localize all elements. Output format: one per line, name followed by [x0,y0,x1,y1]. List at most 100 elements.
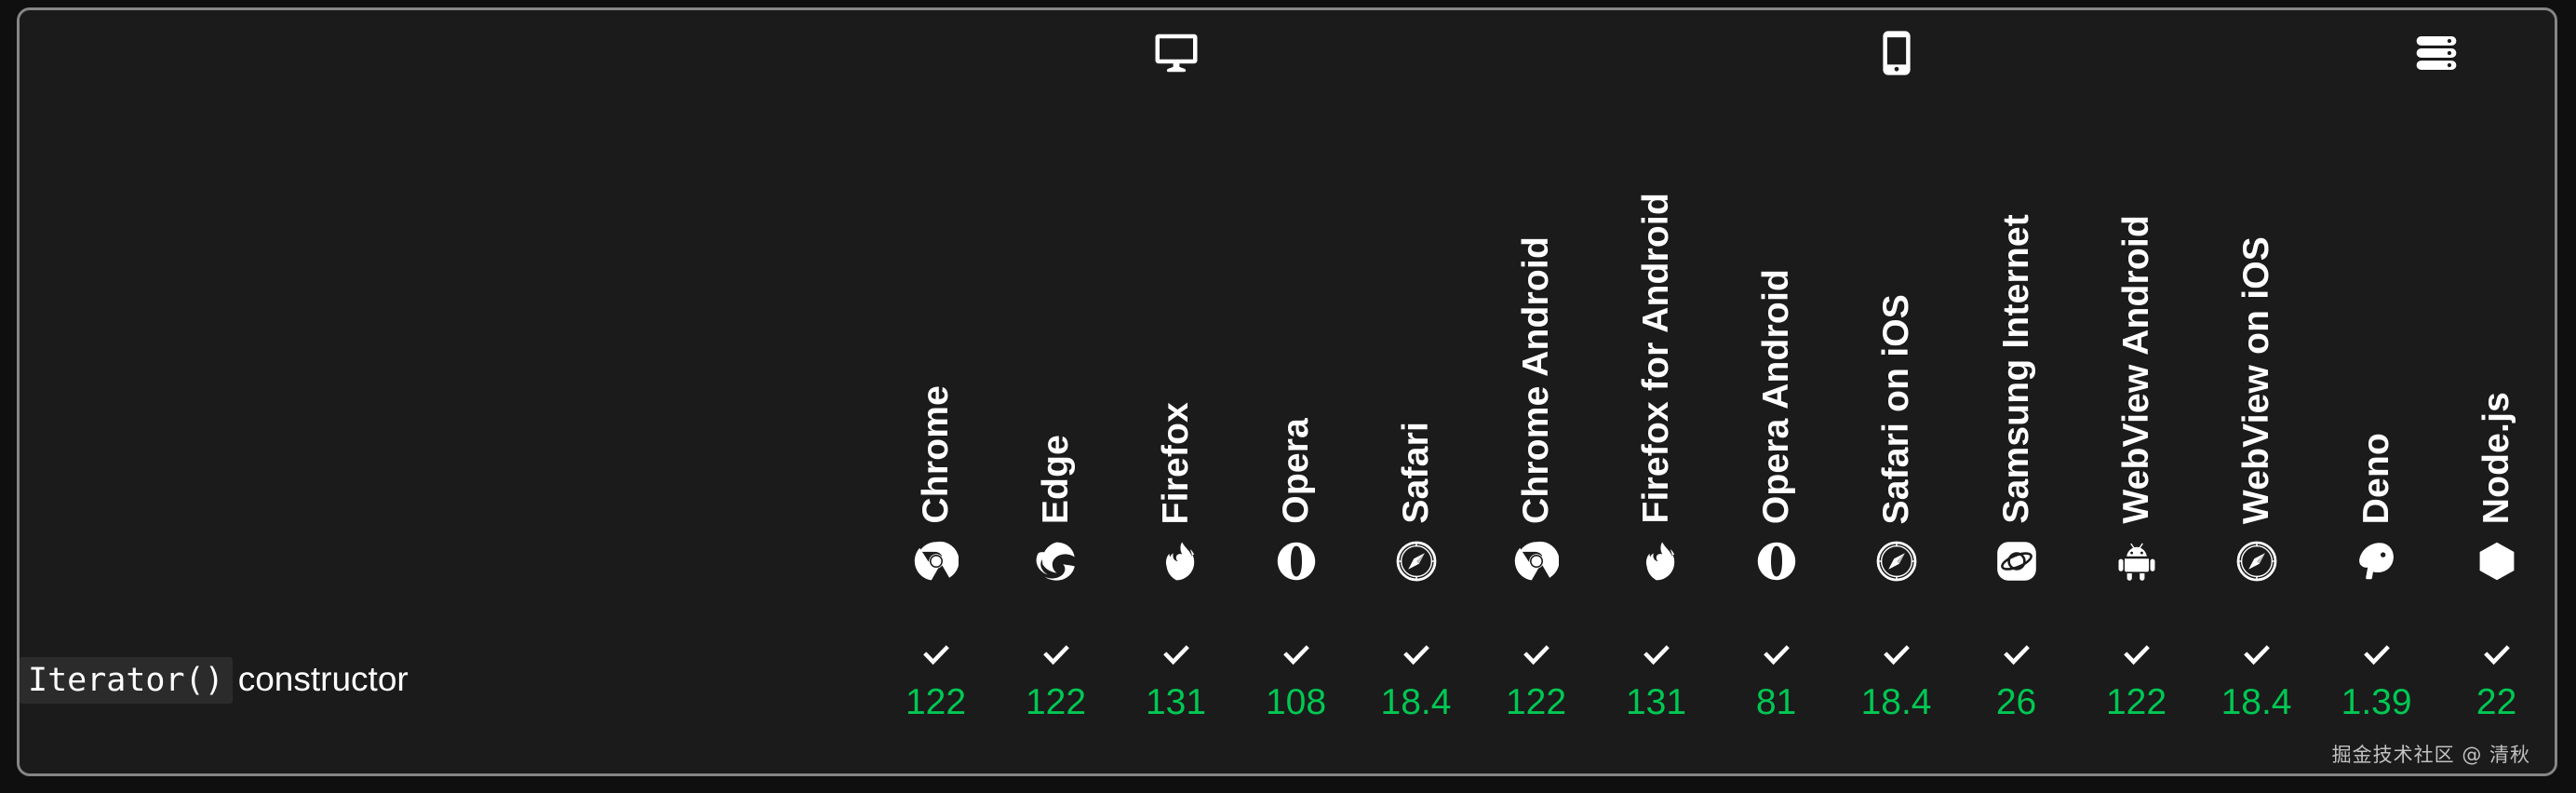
support-version-label: 131 [1145,681,1207,722]
safari-icon [2234,539,2279,584]
browser-column-header-safari[interactable]: Safari [1356,100,1477,584]
browser-name-label: Opera [1276,418,1316,524]
support-version-label: 122 [2105,681,2167,722]
support-cell[interactable]: 122 [2076,584,2197,773]
check-icon [2481,639,2513,671]
feature-column-header [20,100,876,584]
opera-icon [1274,539,1319,584]
firefox-icon [1634,539,1679,584]
platform-group-desktop [876,10,1477,100]
safari-icon [1394,539,1439,584]
support-version-label: 108 [1265,681,1327,722]
browser-column-header-webview-on-ios[interactable]: WebView on iOS [2196,100,2317,584]
support-cell[interactable]: 122 [876,584,996,773]
chrome-icon [1514,539,1559,584]
browser-name-label: Edge [1036,434,1076,524]
browser-column-header-chrome[interactable]: Chrome [876,100,996,584]
support-version-label: 122 [1505,681,1567,722]
check-icon [2361,639,2393,671]
support-cell[interactable]: 18.4 [2196,584,2317,773]
check-icon [1521,639,1552,671]
browser-column-header-edge[interactable]: Edge [996,100,1116,584]
support-cell[interactable]: 22 [2436,584,2555,773]
support-cell[interactable]: 122 [996,584,1116,773]
feature-code-token: Iterator() [20,656,233,704]
table-row: Iterator() constructor 122 122 131 108 18.4 122… [20,584,2555,773]
browser-name-label: WebView on iOS [2236,235,2277,524]
browser-column-header-deno[interactable]: Deno [2316,100,2437,584]
android-icon [2114,539,2159,584]
browser-name-label: Safari on iOS [1876,293,1917,525]
browser-compatibility-table: Chrome Edge Firefox Opera Safari Chrome Andro… [17,7,2557,776]
check-icon [1161,639,1192,671]
check-icon [2001,639,2033,671]
browser-name-label: Deno [2356,432,2397,524]
compat-table: Chrome Edge Firefox Opera Safari Chrome Andro… [20,10,2555,773]
browser-column-header-safari-on-ios[interactable]: Safari on iOS [1836,100,1957,584]
browser-column-header-opera-android[interactable]: Opera Android [1716,100,1837,584]
chrome-icon [914,539,959,584]
check-icon [1401,639,1432,671]
firefox-icon [1154,539,1199,584]
browser-column-header-chrome-android[interactable]: Chrome Android [1476,100,1597,584]
support-version-label: 18.4 [2220,681,2292,722]
check-icon [2241,639,2273,671]
support-cell[interactable]: 18.4 [1836,584,1957,773]
browser-name-label: Safari [1396,422,1436,524]
check-icon [1761,639,1792,671]
check-icon [1641,639,1672,671]
support-version-label: 131 [1625,681,1687,722]
browser-name-label: Chrome [916,385,956,524]
browser-column-header-firefox[interactable]: Firefox [1116,100,1236,584]
platform-group-mobile [1476,10,2317,100]
edge-icon [1034,539,1079,584]
platform-group-server [2316,10,2555,100]
support-version-label: 22 [2475,681,2517,722]
safari-icon [1874,539,1919,584]
browser-column-header-firefox-for-android[interactable]: Firefox for Android [1596,100,1717,584]
check-icon [920,639,952,671]
mobile-phone-icon [1872,28,1922,78]
opera-icon [1754,539,1799,584]
support-version-label: 1.39 [2341,681,2412,722]
browser-name-label: Node.js [2476,391,2517,524]
support-version-label: 18.4 [1860,681,1932,722]
check-icon [2121,639,2153,671]
support-cell[interactable]: 122 [1476,584,1597,773]
browser-header-row: Chrome Edge Firefox Opera Safari Chrome Andro… [20,100,2555,584]
support-version-label: 26 [1995,681,2037,722]
support-version-label: 18.4 [1380,681,1452,722]
check-icon [1040,639,1072,671]
browser-column-header-node-js[interactable]: Node.js [2436,100,2555,584]
browser-column-header-opera[interactable]: Opera [1236,100,1356,584]
support-cell[interactable]: 131 [1596,584,1717,773]
support-version-label: 122 [1025,681,1087,722]
samsung-internet-icon [1994,539,2039,584]
support-cell[interactable]: 26 [1956,584,2077,773]
support-version-label: 81 [1755,681,1797,722]
browser-name-label: Firefox [1156,401,1196,524]
feature-name-label: Iterator() constructor [20,656,409,704]
check-icon [1881,639,1912,671]
support-version-label: 122 [905,681,967,722]
desktop-monitor-icon [1151,28,1201,78]
support-cell[interactable]: 1.39 [2316,584,2437,773]
support-cell[interactable]: 131 [1116,584,1236,773]
support-cell[interactable]: 81 [1716,584,1837,773]
support-cell[interactable]: 18.4 [1356,584,1477,773]
table-corner-cell [20,10,876,100]
browser-name-label: Chrome Android [1516,235,1557,524]
check-icon [1281,639,1312,671]
feature-name-cell[interactable]: Iterator() constructor [20,584,876,773]
browser-column-header-samsung-internet[interactable]: Samsung Internet [1956,100,2077,584]
support-cell[interactable]: 108 [1236,584,1356,773]
nodejs-icon [2475,539,2519,584]
browser-name-label: WebView Android [2116,215,2157,524]
browser-name-label: Firefox for Android [1636,193,1677,524]
feature-suffix-label: constructor [237,659,409,698]
server-stack-icon [2411,28,2462,78]
browser-name-label: Opera Android [1756,268,1797,524]
browser-column-header-webview-android[interactable]: WebView Android [2076,100,2197,584]
browser-name-label: Samsung Internet [1996,214,2037,524]
deno-icon [2355,539,2399,584]
